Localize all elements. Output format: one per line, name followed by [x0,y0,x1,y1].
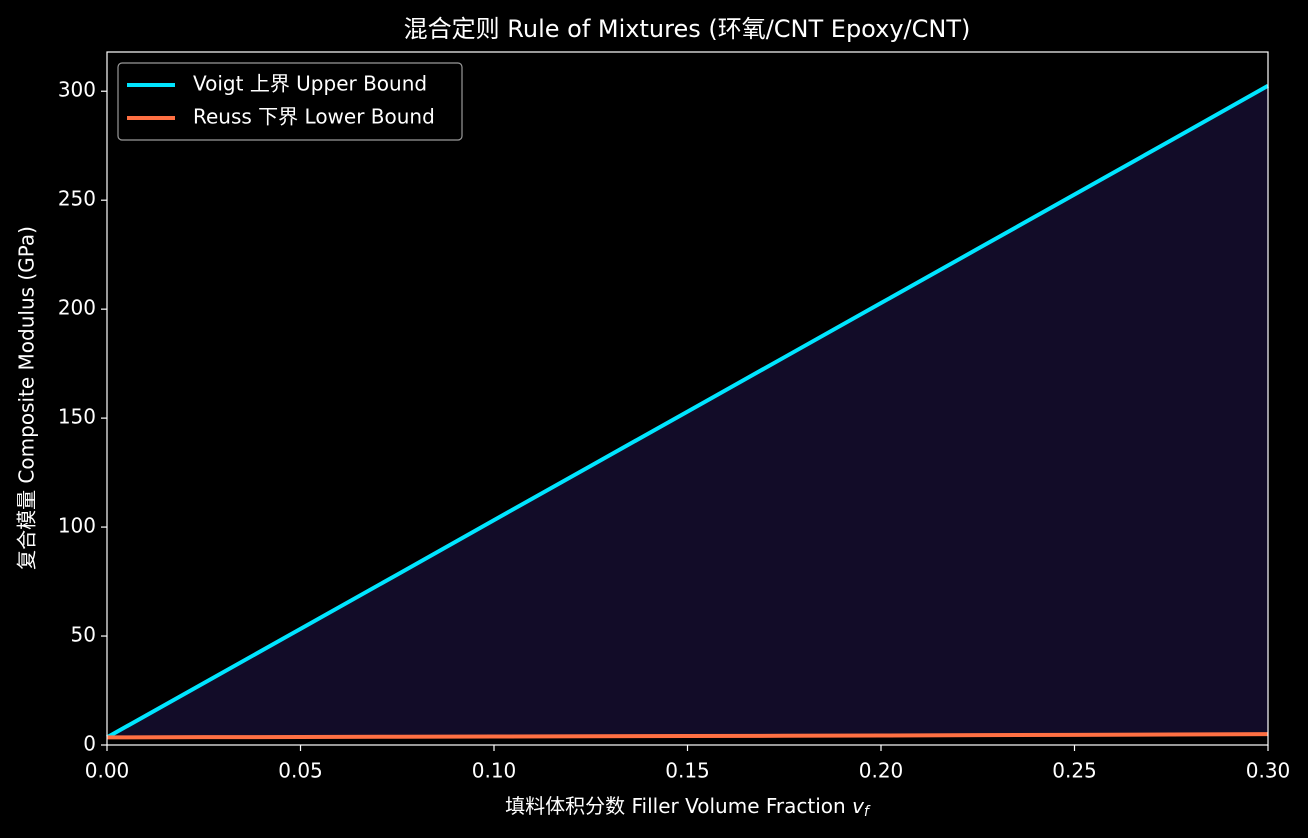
legend-label: Voigt 上界 Upper Bound [193,72,427,96]
plot-frame [106,51,1269,746]
y-tick-label: 150 [58,405,96,429]
x-tick-label: 0.30 [1246,759,1291,783]
y-tick-label: 0 [83,732,96,756]
x-tick-label: 0.15 [665,759,710,783]
legend: Voigt 上界 Upper Bound Reuss 下界 Lower Bound [117,62,463,141]
line [106,732,1269,740]
x-axis-label-text: 填料体积分数 Filler Volume Fraction [505,794,852,818]
x-tick-label: 0.25 [1052,759,1097,783]
y-tick-label: 200 [58,296,96,320]
y-tick-label: 50 [71,623,96,647]
x-axis-subscript: f [864,804,871,820]
y-tick-label: 300 [58,78,96,102]
legend-label: Reuss 下界 Lower Bound [193,105,435,129]
y-axis-label: 复合模量 Composite Modulus (GPa) [15,226,39,570]
line [106,84,1269,740]
x-axis-symbol: v [852,794,865,818]
fill-between [107,85,1268,738]
y-tick-label: 250 [58,187,96,211]
legend-box [117,62,463,141]
chart-title: 混合定则 Rule of Mixtures (环氧/CNT Epoxy/CNT) [404,15,971,43]
x-tick-label: 0.00 [85,759,130,783]
x-axis-label: 填料体积分数 Filler Volume Fraction vf [505,794,871,821]
x-tick-label: 0.20 [859,759,904,783]
y-tick-label: 100 [58,514,96,538]
x-tick-label: 0.10 [472,759,517,783]
x-tick-label: 0.05 [278,759,323,783]
